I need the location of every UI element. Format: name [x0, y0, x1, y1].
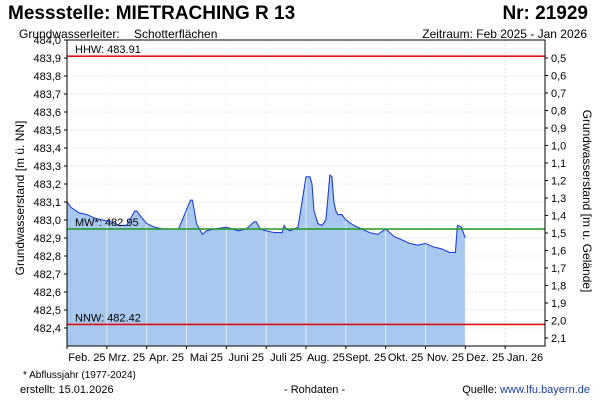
series-line — [66, 173, 466, 253]
y-axis-left-title: Grundwasserstand [m ü. NN] — [13, 121, 27, 276]
footnote: * Abflussjahr (1977-2024) — [23, 370, 136, 381]
y-tick-label: 483,0 — [33, 215, 61, 227]
y2-tick-label: 1,7 — [551, 263, 566, 275]
period-label: Zeitraum: Feb 2025 - Jan 2026 — [422, 27, 587, 41]
source-link[interactable]: www.lfu.bayern.de — [500, 384, 590, 396]
y-tick-label: 483,8 — [33, 71, 61, 83]
reference-label: NNW: 482.42 — [75, 312, 141, 324]
x-tick-label: Juli 25 — [270, 352, 302, 364]
y-tick-label: 483,7 — [33, 89, 61, 101]
x-tick-label: Aug. 25 — [307, 352, 345, 364]
y2-tick-label: 1,9 — [551, 298, 566, 310]
source-label: Quelle: — [462, 384, 498, 396]
y2-tick-label: 0,6 — [551, 71, 566, 83]
x-tick-label: Apr. 25 — [149, 352, 184, 364]
reference-lines: HHW: 483.91 MW*: 482.95 NNW: 482.42 — [67, 44, 545, 326]
y-tick-label: 482,7 — [33, 269, 61, 281]
x-tick-label: Mrz. 25 — [108, 352, 145, 364]
y-tick-label: 482,4 — [33, 323, 61, 335]
y-tick-label: 483,1 — [33, 197, 61, 209]
y-tick-label: 484,0 — [33, 35, 61, 47]
x-tick-label: Sept. 25 — [345, 352, 386, 364]
x-tick-label: Jan. 26 — [507, 352, 543, 364]
y-tick-label: 483,2 — [33, 179, 61, 191]
y-tick-label: 482,8 — [33, 251, 61, 263]
y2-tick-label: 0,5 — [551, 53, 566, 65]
y-tick-label: 482,9 — [33, 233, 61, 245]
station-title: Messstelle: MIETRACHING R 13 — [8, 3, 296, 24]
y2-tick-label: 1,8 — [551, 281, 566, 293]
y2-tick-label: 2,1 — [551, 333, 566, 345]
y2-tick-label: 1,1 — [551, 158, 566, 170]
y2-tick-label: 1,3 — [551, 193, 566, 205]
reference-label: MW*: 482.95 — [75, 217, 139, 229]
source: Quelle: www.lfu.bayern.de — [462, 384, 590, 396]
x-tick-label: Dez. 25 — [466, 352, 504, 364]
y2-tick-label: 1,5 — [551, 228, 566, 240]
y2-tick-label: 1,4 — [551, 211, 566, 223]
raw-data-label: - Rohdaten - — [284, 384, 346, 396]
reference-label: HHW: 483.91 — [75, 44, 141, 56]
x-tick-label: Nov. 25 — [427, 352, 464, 364]
y2-tick-label: 0,9 — [551, 123, 566, 135]
x-tick-label: Feb. 25 — [68, 352, 105, 364]
aquifer-label: Grundwasserleiter: — [19, 27, 120, 41]
y-tick-label: 482,6 — [33, 287, 61, 299]
y2-tick-label: 0,7 — [551, 88, 566, 100]
aquifer-value: Schotterflächen — [134, 27, 218, 41]
y2-tick-label: 1,6 — [551, 246, 566, 258]
y-tick-label: 483,6 — [33, 107, 61, 119]
y2-tick-label: 1,0 — [551, 141, 566, 153]
y2-tick-label: 1,2 — [551, 176, 566, 188]
station-number: Nr: 21929 — [502, 3, 588, 24]
x-tick-label: Okt. 25 — [388, 352, 423, 364]
x-tick-label: Mai 25 — [190, 352, 223, 364]
y-tick-label: 483,5 — [33, 125, 61, 137]
y-tick-label: 483,4 — [33, 143, 61, 155]
y-tick-label: 483,3 — [33, 161, 61, 173]
y2-tick-label: 2,0 — [551, 316, 566, 328]
y-axis-right-title: Grundwasserstand [m u. Gelände] — [580, 110, 594, 293]
y-tick-label: 483,9 — [33, 53, 61, 65]
created-date: erstellt: 15.01.2026 — [20, 384, 114, 396]
y2-tick-label: 0,8 — [551, 106, 566, 118]
x-tick-label: Juni 25 — [229, 352, 264, 364]
data-series — [66, 40, 466, 346]
axis-ticks: 484,0 483,9 483,8 483,7 483,6 483,5 483,4 483,3… — [33, 35, 566, 364]
y-tick-label: 482,5 — [33, 305, 61, 317]
